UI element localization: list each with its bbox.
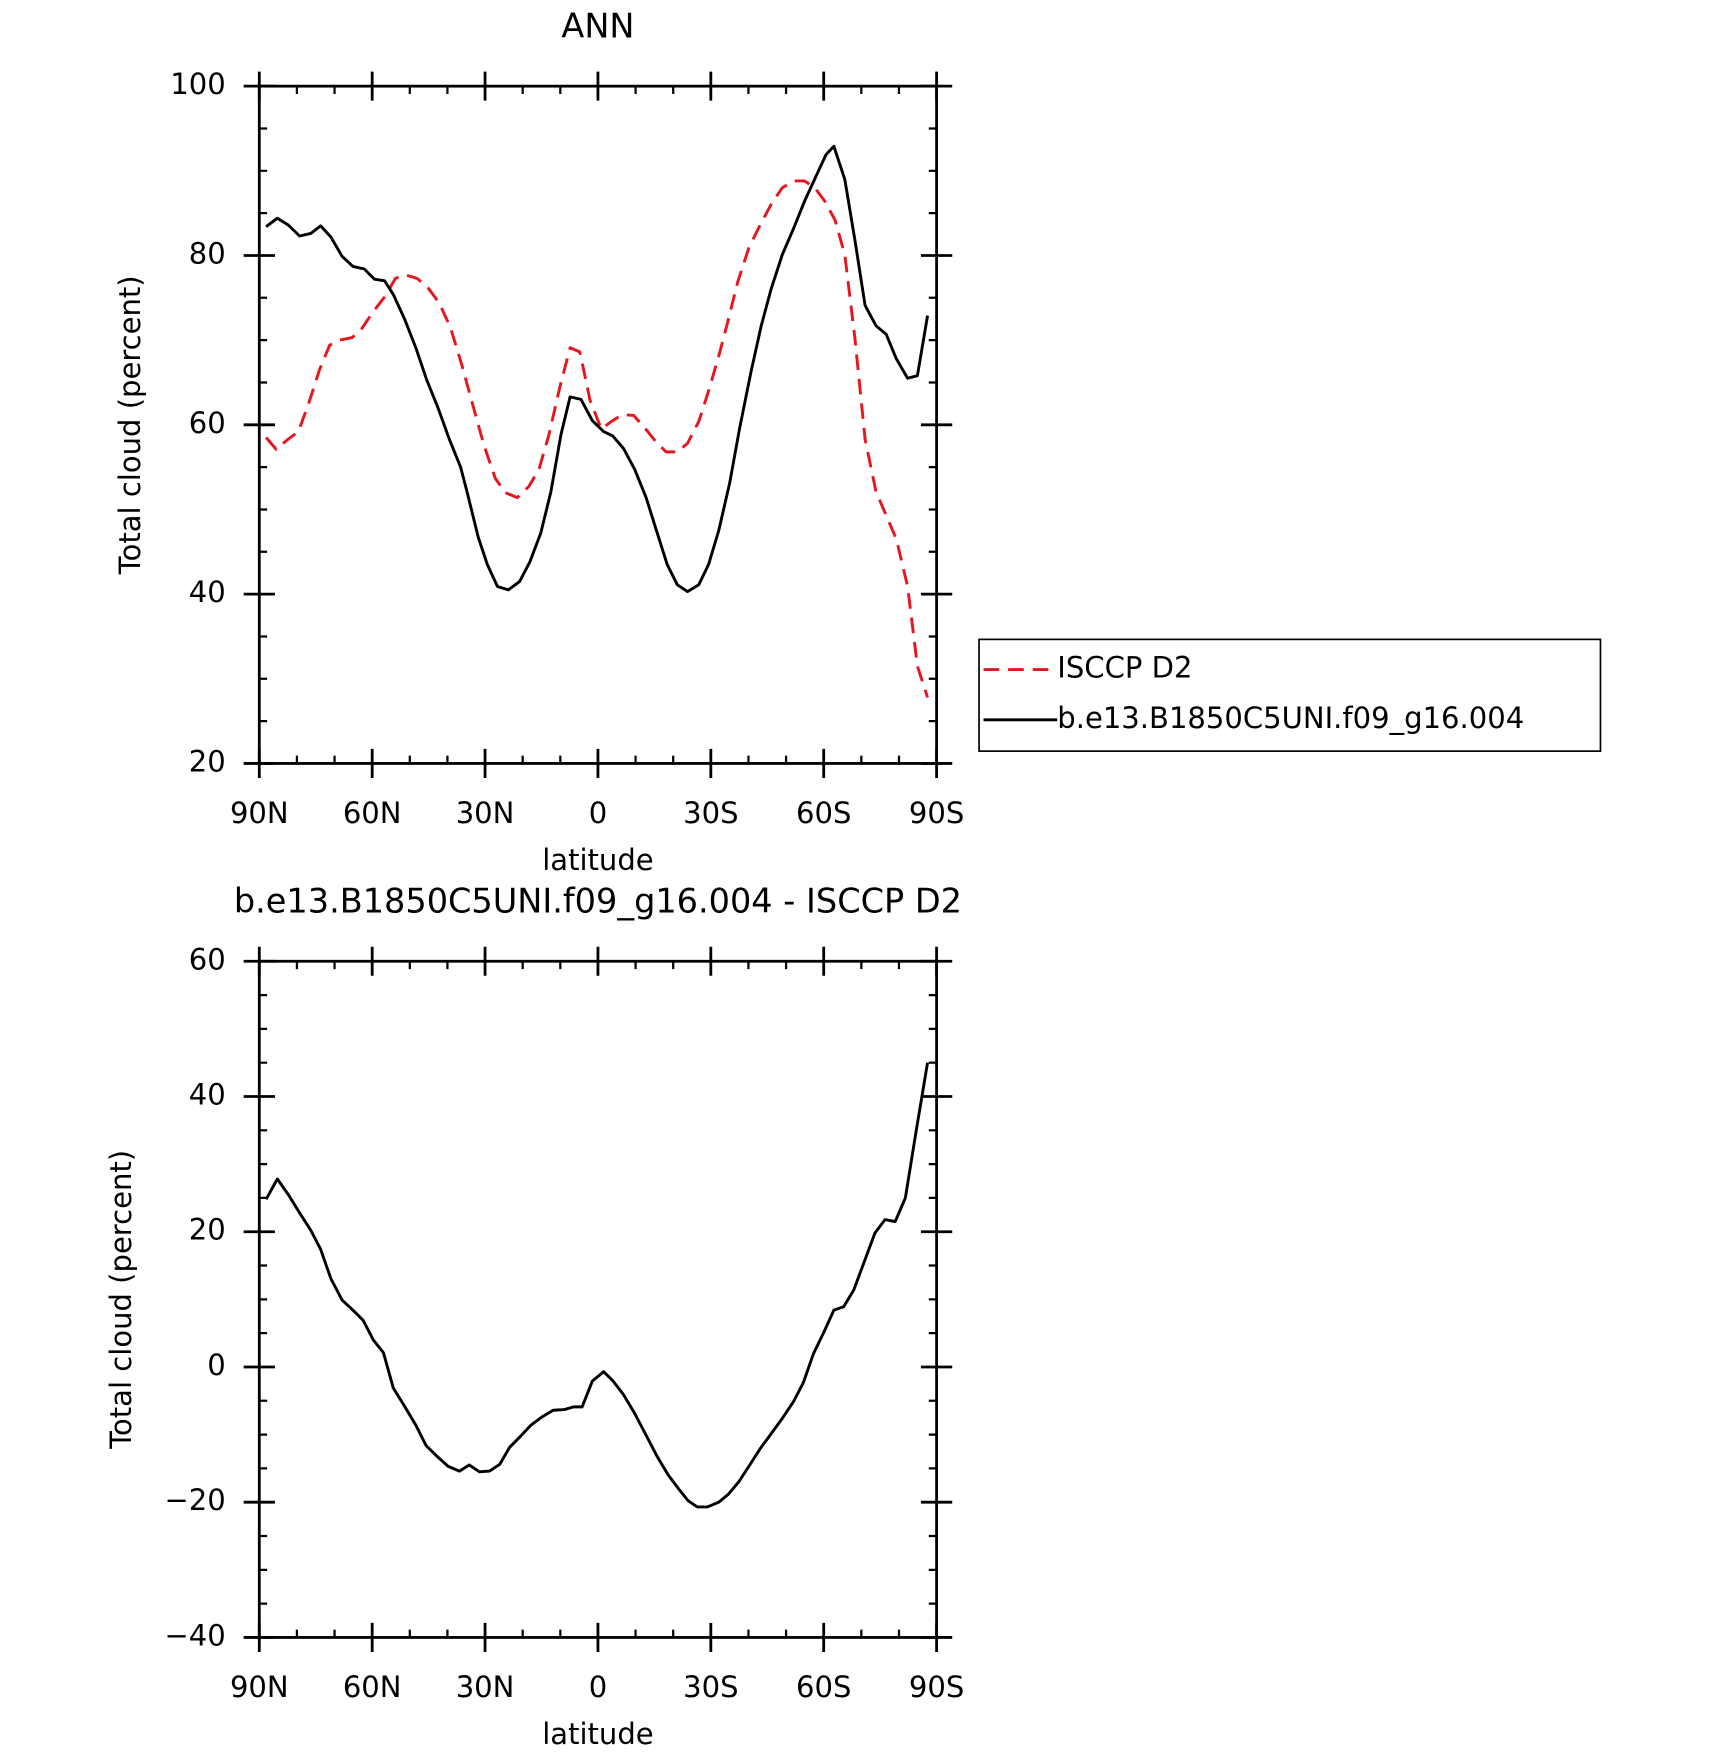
- y-axis-label: Total cloud (percent): [104, 1150, 138, 1450]
- x-axis-label: latitude: [542, 1717, 653, 1751]
- x-axis-label: latitude: [542, 843, 653, 877]
- y-tick-label: 80: [189, 236, 226, 270]
- y-axis-label: Total cloud (percent): [113, 275, 147, 575]
- x-tick-label: 0: [589, 796, 607, 830]
- x-tick-label: 90S: [909, 1670, 964, 1704]
- legend-box: [978, 638, 1602, 752]
- plot-frame: [257, 959, 938, 1639]
- x-tick-label: 60N: [343, 1670, 402, 1704]
- y-tick-label: 100: [170, 67, 225, 101]
- x-tick-label: 60N: [343, 796, 402, 830]
- series-line: [264, 179, 929, 698]
- x-tick-label: 90N: [230, 1670, 289, 1704]
- chart-title: ANN: [561, 7, 634, 46]
- x-tick-label: 30S: [683, 796, 738, 830]
- y-tick-label: 20: [189, 1213, 226, 1247]
- y-tick-label: −40: [164, 1618, 225, 1652]
- x-tick-label: 60S: [796, 1670, 851, 1704]
- y-tick-label: 0: [207, 1348, 225, 1382]
- x-tick-label: 90S: [909, 796, 964, 830]
- legend-label: b.e13.B1850C5UNI.f09_g16.004: [1057, 701, 1524, 735]
- x-tick-label: 30N: [456, 796, 515, 830]
- y-tick-label: −20: [164, 1483, 225, 1517]
- y-tick-label: 40: [189, 575, 226, 609]
- x-tick-label: 30S: [683, 1670, 738, 1704]
- y-tick-label: 60: [189, 406, 226, 440]
- y-tick-label: 40: [189, 1077, 226, 1111]
- y-tick-label: 20: [189, 744, 226, 778]
- x-tick-label: 30N: [456, 1670, 515, 1704]
- y-tick-label: 60: [189, 942, 226, 976]
- x-tick-label: 0: [589, 1670, 607, 1704]
- series-line: [264, 1062, 929, 1509]
- x-tick-label: 90N: [230, 796, 289, 830]
- legend-label: ISCCP D2: [1057, 651, 1192, 685]
- chart-title: b.e13.B1850C5UNI.f09_g16.004 - ISCCP D2: [234, 882, 962, 921]
- series-line: [265, 144, 929, 594]
- x-tick-label: 60S: [796, 796, 851, 830]
